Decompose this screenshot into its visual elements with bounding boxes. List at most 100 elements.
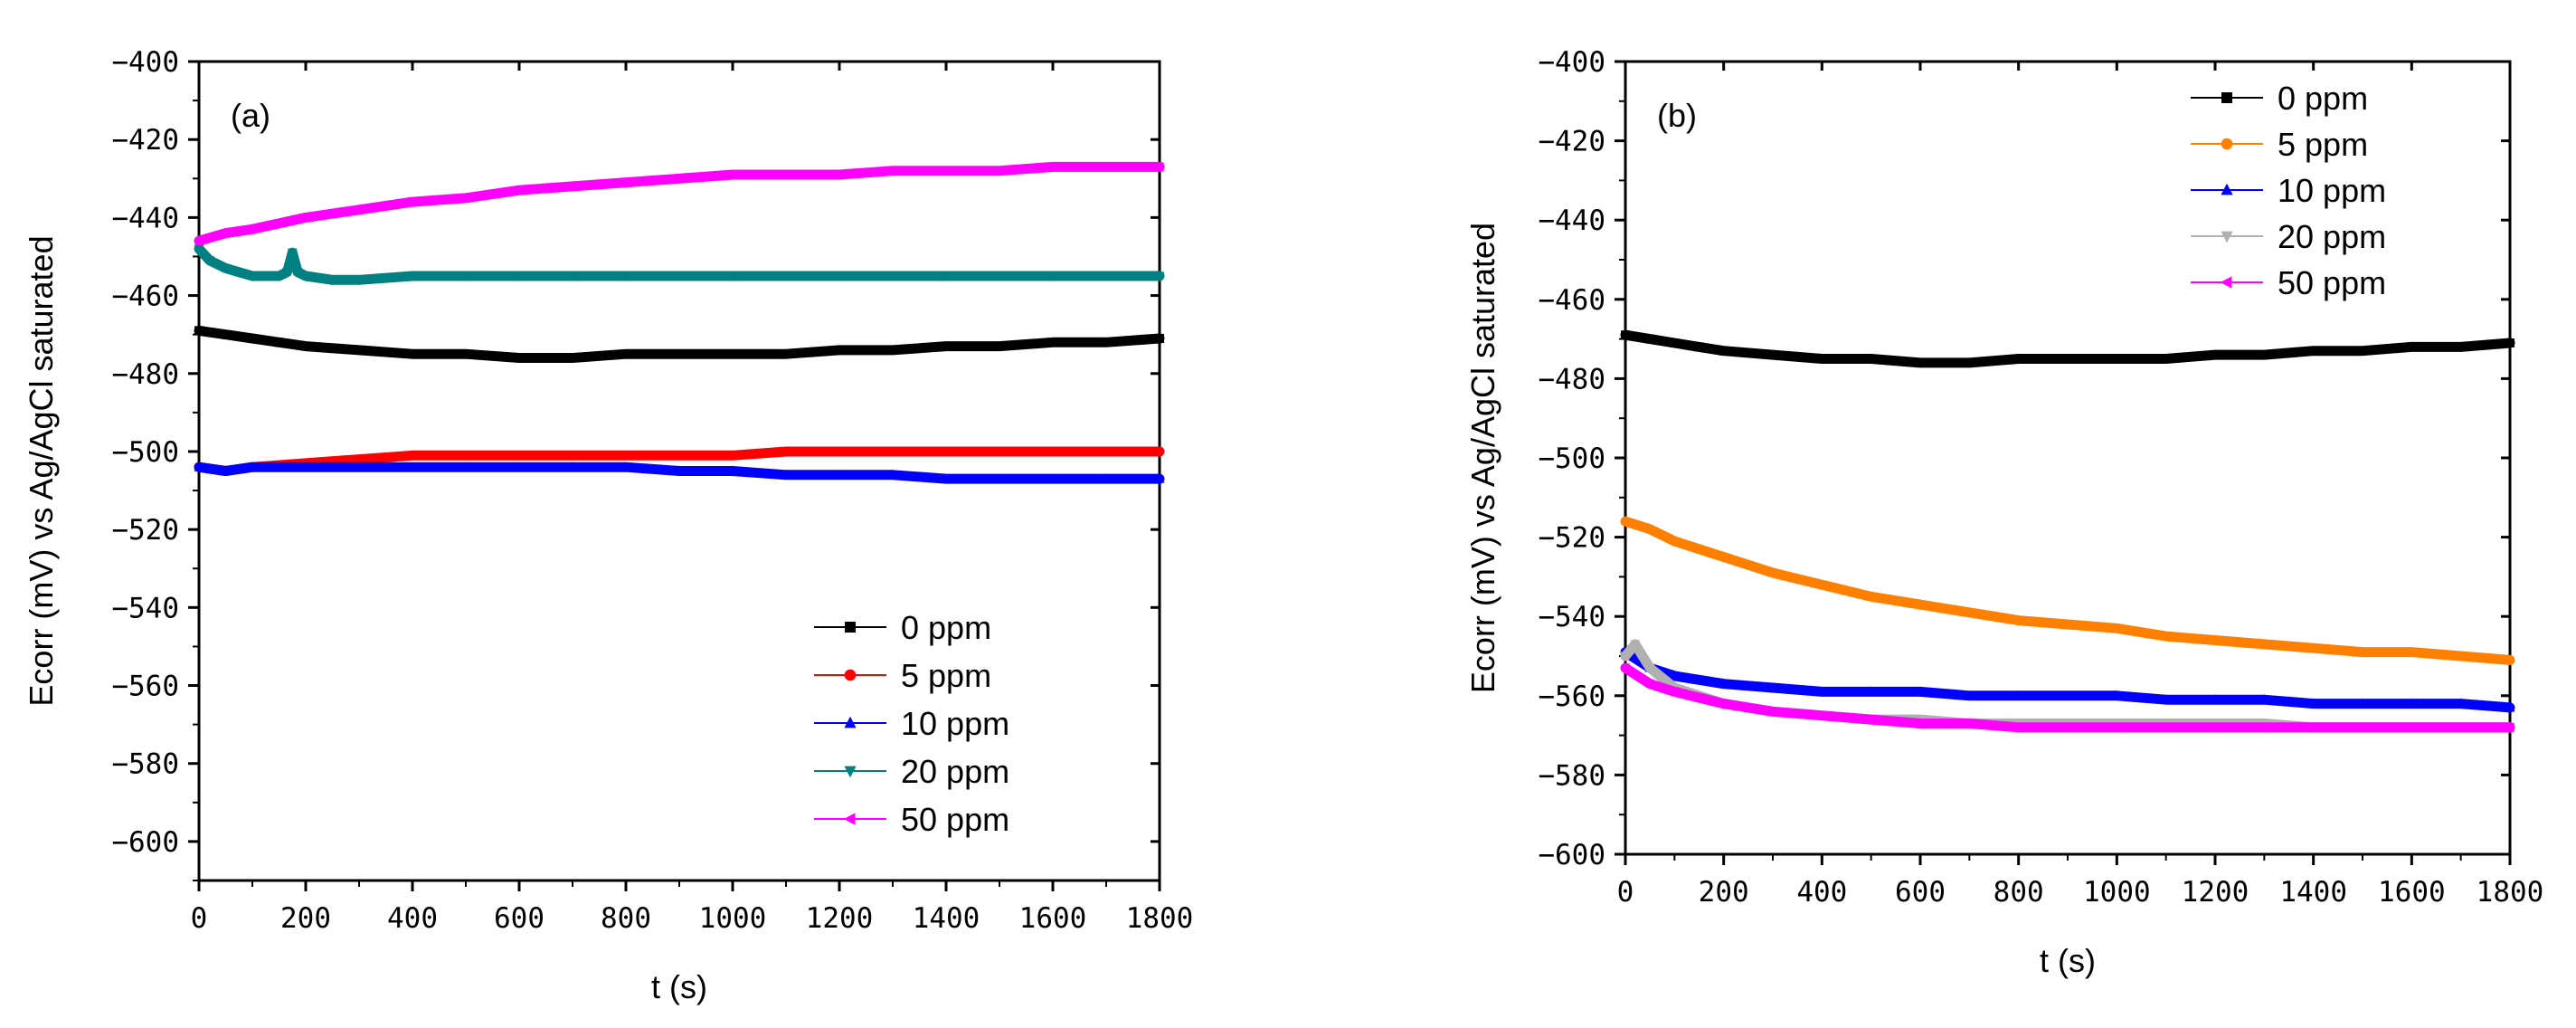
legend-label: 10 ppm bbox=[901, 705, 1009, 742]
series-5-ppm bbox=[1620, 516, 2515, 665]
data-point bbox=[567, 271, 578, 282]
data-point bbox=[1620, 652, 1631, 662]
data-point bbox=[942, 341, 951, 351]
x-tick-label: 1800 bbox=[2477, 876, 2544, 909]
data-point bbox=[460, 451, 471, 461]
data-point bbox=[1620, 516, 1631, 527]
y-tick-label: −440 bbox=[111, 202, 179, 234]
data-point bbox=[274, 338, 284, 347]
data-point bbox=[248, 333, 257, 343]
data-point bbox=[1670, 536, 1680, 547]
data-point bbox=[1155, 333, 1164, 343]
y-tick-label: −480 bbox=[1538, 363, 1605, 395]
x-tick-label: 1600 bbox=[2378, 876, 2446, 909]
data-point bbox=[2012, 722, 2023, 733]
data-point bbox=[221, 329, 231, 339]
data-point bbox=[2013, 690, 2024, 700]
data-point bbox=[1964, 690, 1975, 700]
data-point bbox=[194, 244, 204, 254]
data-point bbox=[1154, 161, 1164, 172]
legend-label: 5 ppm bbox=[901, 657, 991, 694]
data-point bbox=[327, 275, 337, 286]
x-tick-label: 1000 bbox=[2083, 876, 2151, 909]
x-axis-title: t (s) bbox=[2040, 942, 2096, 979]
data-point bbox=[407, 196, 417, 207]
y-tick-label: −500 bbox=[1538, 443, 1605, 475]
data-point bbox=[355, 345, 364, 355]
data-point bbox=[2210, 635, 2221, 645]
y-tick-label: −420 bbox=[111, 124, 179, 157]
data-point bbox=[2407, 342, 2417, 352]
data-point bbox=[941, 271, 952, 282]
legend-label: 50 ppm bbox=[2278, 264, 2386, 301]
data-point bbox=[834, 169, 844, 180]
data-point bbox=[292, 268, 303, 278]
data-point bbox=[1154, 473, 1165, 483]
data-point bbox=[300, 212, 310, 223]
data-point bbox=[1047, 446, 1058, 457]
data-point bbox=[1669, 686, 1679, 697]
legend-label: 50 ppm bbox=[901, 801, 1009, 838]
data-point bbox=[1916, 357, 1925, 367]
data-point bbox=[1866, 686, 1877, 696]
data-point bbox=[2062, 619, 2073, 630]
data-point bbox=[354, 454, 365, 464]
legend-item: 10 ppm bbox=[2191, 172, 2386, 209]
data-point bbox=[354, 462, 365, 471]
y-tick-label: −520 bbox=[1538, 522, 1605, 555]
panel-label: (b) bbox=[1657, 97, 1697, 134]
data-point bbox=[221, 465, 231, 475]
data-point bbox=[1915, 599, 1926, 610]
data-point bbox=[2406, 698, 2417, 709]
data-point bbox=[995, 341, 1004, 351]
legend-item: 50 ppm bbox=[2191, 264, 2386, 301]
legend-marker bbox=[843, 813, 856, 825]
data-point bbox=[221, 263, 231, 274]
y-tick-label: −480 bbox=[111, 358, 179, 391]
data-point bbox=[1816, 710, 1826, 721]
data-point bbox=[2160, 722, 2171, 733]
data-point bbox=[408, 349, 417, 359]
y-tick-label: −460 bbox=[1538, 284, 1605, 317]
y-tick-label: −600 bbox=[1538, 839, 1605, 871]
data-point bbox=[781, 469, 791, 480]
series-10-ppm bbox=[194, 462, 1165, 484]
legend-item: 20 ppm bbox=[2191, 218, 2386, 255]
x-axis-title: t (s) bbox=[651, 968, 707, 1005]
chart-panel-b: 0 200 400 600 800 1000 1200 1400 1600 1800 −400 −42… bbox=[1464, 46, 2543, 979]
data-point bbox=[568, 353, 577, 363]
data-point bbox=[781, 446, 791, 457]
data-point bbox=[2505, 338, 2514, 347]
x-tick-label: 0 bbox=[191, 902, 208, 935]
data-point bbox=[2455, 722, 2466, 733]
x-tick-label: 200 bbox=[280, 902, 331, 935]
data-point bbox=[2406, 722, 2416, 733]
x-tick-label: 1800 bbox=[1126, 902, 1194, 935]
x-tick-label: 800 bbox=[601, 902, 651, 935]
data-point bbox=[1154, 446, 1165, 457]
data-point bbox=[1817, 354, 1827, 364]
data-point bbox=[514, 451, 525, 461]
data-point bbox=[1621, 330, 1630, 340]
data-point bbox=[2357, 722, 2367, 733]
x-tick-label: 1400 bbox=[913, 902, 980, 935]
series-line bbox=[194, 161, 1165, 246]
data-point bbox=[354, 275, 365, 286]
data-point bbox=[2308, 642, 2318, 653]
x-tick-label: 200 bbox=[1699, 876, 1749, 909]
data-point bbox=[2111, 690, 2122, 700]
data-point bbox=[941, 166, 951, 176]
legend-item: 10 ppm bbox=[814, 705, 1009, 742]
legend-label: 20 ppm bbox=[901, 753, 1009, 790]
series-line bbox=[1620, 647, 2515, 713]
data-point bbox=[2111, 722, 2121, 733]
data-point bbox=[2062, 722, 2072, 733]
data-point bbox=[2308, 346, 2318, 356]
data-point bbox=[1965, 607, 1975, 618]
data-point bbox=[941, 473, 952, 483]
series-50-ppm bbox=[1620, 662, 2515, 733]
data-point bbox=[834, 469, 845, 480]
data-point bbox=[567, 462, 578, 471]
data-point bbox=[675, 349, 684, 359]
